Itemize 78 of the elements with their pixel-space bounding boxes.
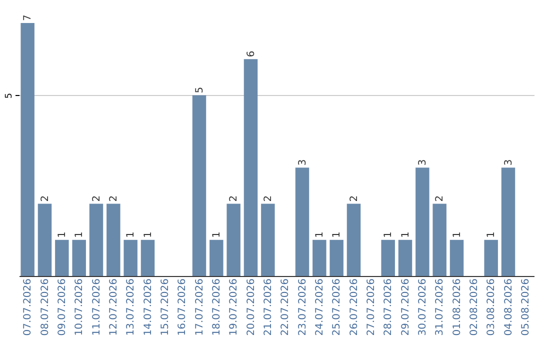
x-tick-label: 01.08.2026 <box>452 278 463 336</box>
bar <box>398 240 412 276</box>
data-label: 7 <box>22 14 34 21</box>
data-label: 1 <box>211 231 222 238</box>
x-tick-label: 11.07.2026 <box>91 278 102 336</box>
x-tick-label: 13.07.2026 <box>126 278 137 336</box>
x-tick-label: 19.07.2026 <box>228 278 240 336</box>
x-tick-label: 08.07.2026 <box>40 278 51 336</box>
data-label: 1 <box>126 231 137 238</box>
x-tick-label: 16.07.2026 <box>177 278 188 336</box>
bar <box>192 95 206 276</box>
data-label: 2 <box>228 195 240 202</box>
data-label: 2 <box>434 195 446 202</box>
data-label: 1 <box>56 231 68 238</box>
data-label: 2 <box>108 195 120 202</box>
bar <box>72 240 86 276</box>
bar <box>432 204 446 276</box>
bar <box>416 168 430 276</box>
x-tick-label: 24.07.2026 <box>314 278 326 336</box>
data-label: 1 <box>142 231 154 238</box>
data-label: 2 <box>262 195 274 202</box>
data-label: 1 <box>74 231 86 238</box>
data-label: 1 <box>400 231 412 238</box>
bar <box>244 59 258 276</box>
x-tick-label: 15.07.2026 <box>160 278 171 336</box>
x-tick-label: 02.08.2026 <box>468 278 480 336</box>
x-tick-label: 14.07.2026 <box>142 278 154 336</box>
bar <box>312 240 326 276</box>
x-tick-label: 17.07.2026 <box>194 278 206 336</box>
bar <box>450 240 464 276</box>
x-tick-label: 09.07.2026 <box>56 278 68 336</box>
bar <box>89 204 104 276</box>
data-label: 1 <box>332 231 343 238</box>
x-tick-label: 25.07.2026 <box>332 278 343 336</box>
data-label: 2 <box>40 195 51 202</box>
data-label: 2 <box>348 195 360 202</box>
x-tick-label: 10.07.2026 <box>74 278 86 336</box>
data-label: 5 <box>194 86 206 94</box>
bar <box>55 240 69 276</box>
x-tick-label: 26.07.2026 <box>348 278 360 336</box>
data-label: 1 <box>383 231 394 238</box>
bar <box>124 240 138 276</box>
x-tick-label: 05.08.2026 <box>520 278 532 336</box>
bar <box>106 204 120 276</box>
data-label: 3 <box>503 159 514 166</box>
bar <box>140 240 155 276</box>
x-tick-label: 31.07.2026 <box>434 278 446 336</box>
x-tick-label: 12.07.2026 <box>108 278 120 336</box>
x-tick-label: 28.07.2026 <box>383 278 394 336</box>
x-tick-label: 18.07.2026 <box>211 278 222 336</box>
bar <box>20 23 34 276</box>
bar <box>261 204 275 276</box>
bar <box>346 204 361 276</box>
bar <box>226 204 240 276</box>
bar <box>381 240 395 276</box>
bar <box>295 168 310 276</box>
x-tick-label: 20.07.2026 <box>246 278 257 336</box>
bar <box>501 168 516 276</box>
data-label: 2 <box>91 195 102 202</box>
x-tick-label: 29.07.2026 <box>400 278 412 336</box>
bar <box>38 204 52 276</box>
data-label: 1 <box>486 231 498 238</box>
x-tick-label: 03.08.2026 <box>486 278 498 336</box>
bar <box>330 240 344 276</box>
data-label: 1 <box>314 231 326 238</box>
data-label: 3 <box>297 159 308 166</box>
x-tick-label: 21.07.2026 <box>262 278 274 336</box>
x-tick-label: 22.07.2026 <box>280 278 292 336</box>
x-tick-label: 23.07.2026 <box>297 278 308 336</box>
data-label: 1 <box>452 231 463 238</box>
x-tick-label: 07.07.2026 <box>22 278 34 336</box>
data-label: 3 <box>417 159 428 166</box>
data-label: 6 <box>246 50 257 58</box>
bar <box>484 240 498 276</box>
x-tick-label: 30.07.2026 <box>417 278 428 336</box>
x-tick-label: 27.07.2026 <box>366 278 377 336</box>
x-tick-label: 04.08.2026 <box>503 278 514 336</box>
bar <box>210 240 224 276</box>
